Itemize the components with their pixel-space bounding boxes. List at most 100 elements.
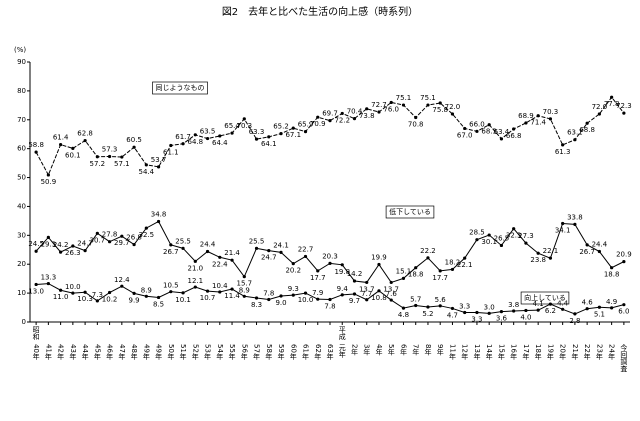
point (610, 306, 614, 310)
point (597, 249, 601, 254)
value-label: 61.3 (555, 148, 571, 156)
point (487, 123, 491, 127)
value-label: 5.2 (422, 310, 433, 318)
value-label: 10.4 (212, 282, 228, 290)
value-label: 5.1 (594, 310, 605, 318)
value-label: 24.7 (77, 240, 93, 248)
x-tick-label: 50年 (167, 344, 175, 361)
point (536, 114, 540, 118)
x-tick-label: 46年 (106, 344, 114, 361)
value-label: 8.3 (251, 301, 262, 309)
y-tick-label: 70 (17, 116, 26, 124)
x-tick-label: 49年 (155, 344, 163, 361)
point (487, 311, 491, 315)
point (463, 126, 467, 131)
point (365, 107, 369, 111)
value-label: 5.6 (435, 296, 447, 304)
value-label: 15.1 (396, 267, 412, 275)
point (316, 115, 320, 119)
point (279, 132, 283, 136)
point (46, 235, 50, 239)
point (622, 303, 626, 307)
value-label: 57.2 (90, 160, 106, 168)
value-label: 68.9 (518, 112, 534, 120)
point (242, 275, 246, 279)
point (156, 219, 161, 224)
value-label: 5.7 (410, 296, 421, 304)
value-label: 17.7 (310, 274, 326, 282)
point (254, 246, 259, 250)
x-tick-label: 47年 (118, 344, 126, 361)
value-label: 11.0 (53, 293, 69, 301)
point (279, 250, 283, 254)
value-label: 7.8 (324, 302, 335, 310)
point (401, 103, 406, 107)
point (71, 291, 75, 295)
value-label: 50.9 (41, 178, 57, 186)
value-label: 3.8 (508, 301, 519, 309)
value-label: 9.7 (349, 297, 360, 305)
y-tick-label: 30 (17, 231, 26, 239)
x-tick-label: 48年 (130, 344, 138, 361)
point (499, 137, 504, 141)
y-tick-label: 20 (17, 260, 26, 268)
point (46, 173, 50, 177)
x-tick-label: 7年 (412, 344, 420, 357)
value-label: 7.6 (386, 290, 398, 298)
value-label: 67.0 (457, 131, 473, 139)
value-label: 4.0 (520, 313, 531, 321)
point (573, 312, 577, 316)
point (303, 291, 308, 295)
x-tick-label: 51年 (179, 344, 187, 361)
point (499, 243, 504, 248)
point (389, 100, 393, 105)
point (463, 310, 467, 315)
point (389, 298, 393, 302)
value-label: 7.9 (312, 289, 323, 297)
value-label: 25.5 (175, 237, 191, 245)
point (426, 256, 430, 260)
value-label: 24.7 (261, 254, 277, 262)
point (512, 309, 516, 313)
value-label: 65.4 (224, 122, 240, 130)
x-tick-label: 18年 (534, 344, 542, 361)
value-label: 63.4 (494, 128, 510, 136)
value-label: 63.5 (200, 128, 216, 136)
point (328, 119, 332, 123)
point (414, 115, 418, 120)
point (450, 267, 455, 272)
value-label: 58.8 (28, 141, 44, 149)
value-label: 2.8 (569, 317, 580, 325)
y-tick-label: 0 (22, 318, 26, 326)
value-label: 10.7 (200, 294, 216, 302)
point (267, 135, 271, 139)
value-label: 9.3 (288, 285, 299, 293)
point (377, 110, 381, 114)
point (156, 165, 161, 169)
point (120, 155, 124, 159)
x-tick-label: 61年 (302, 344, 310, 361)
value-label: 65.9 (298, 121, 314, 129)
value-label: 34.8 (151, 210, 167, 218)
point (95, 155, 99, 159)
point (46, 281, 50, 286)
point (622, 260, 626, 264)
era-label: 昭和 (32, 326, 40, 341)
value-label: 7.3 (92, 291, 103, 299)
point (132, 242, 136, 247)
x-tick-label: 56年 (240, 344, 248, 361)
point (120, 234, 124, 238)
point (34, 282, 38, 287)
x-tick-label: 元年 (338, 344, 346, 359)
x-tick-label: 9年 (436, 344, 444, 357)
point (132, 291, 136, 295)
point (475, 129, 479, 133)
value-label: 18.2 (445, 258, 461, 266)
point (585, 243, 589, 247)
x-tick-label: 20年 (559, 344, 567, 361)
x-tick-label: 21年 (571, 344, 579, 361)
value-label: 63.1 (567, 129, 583, 137)
point (597, 112, 601, 116)
point (573, 138, 577, 142)
